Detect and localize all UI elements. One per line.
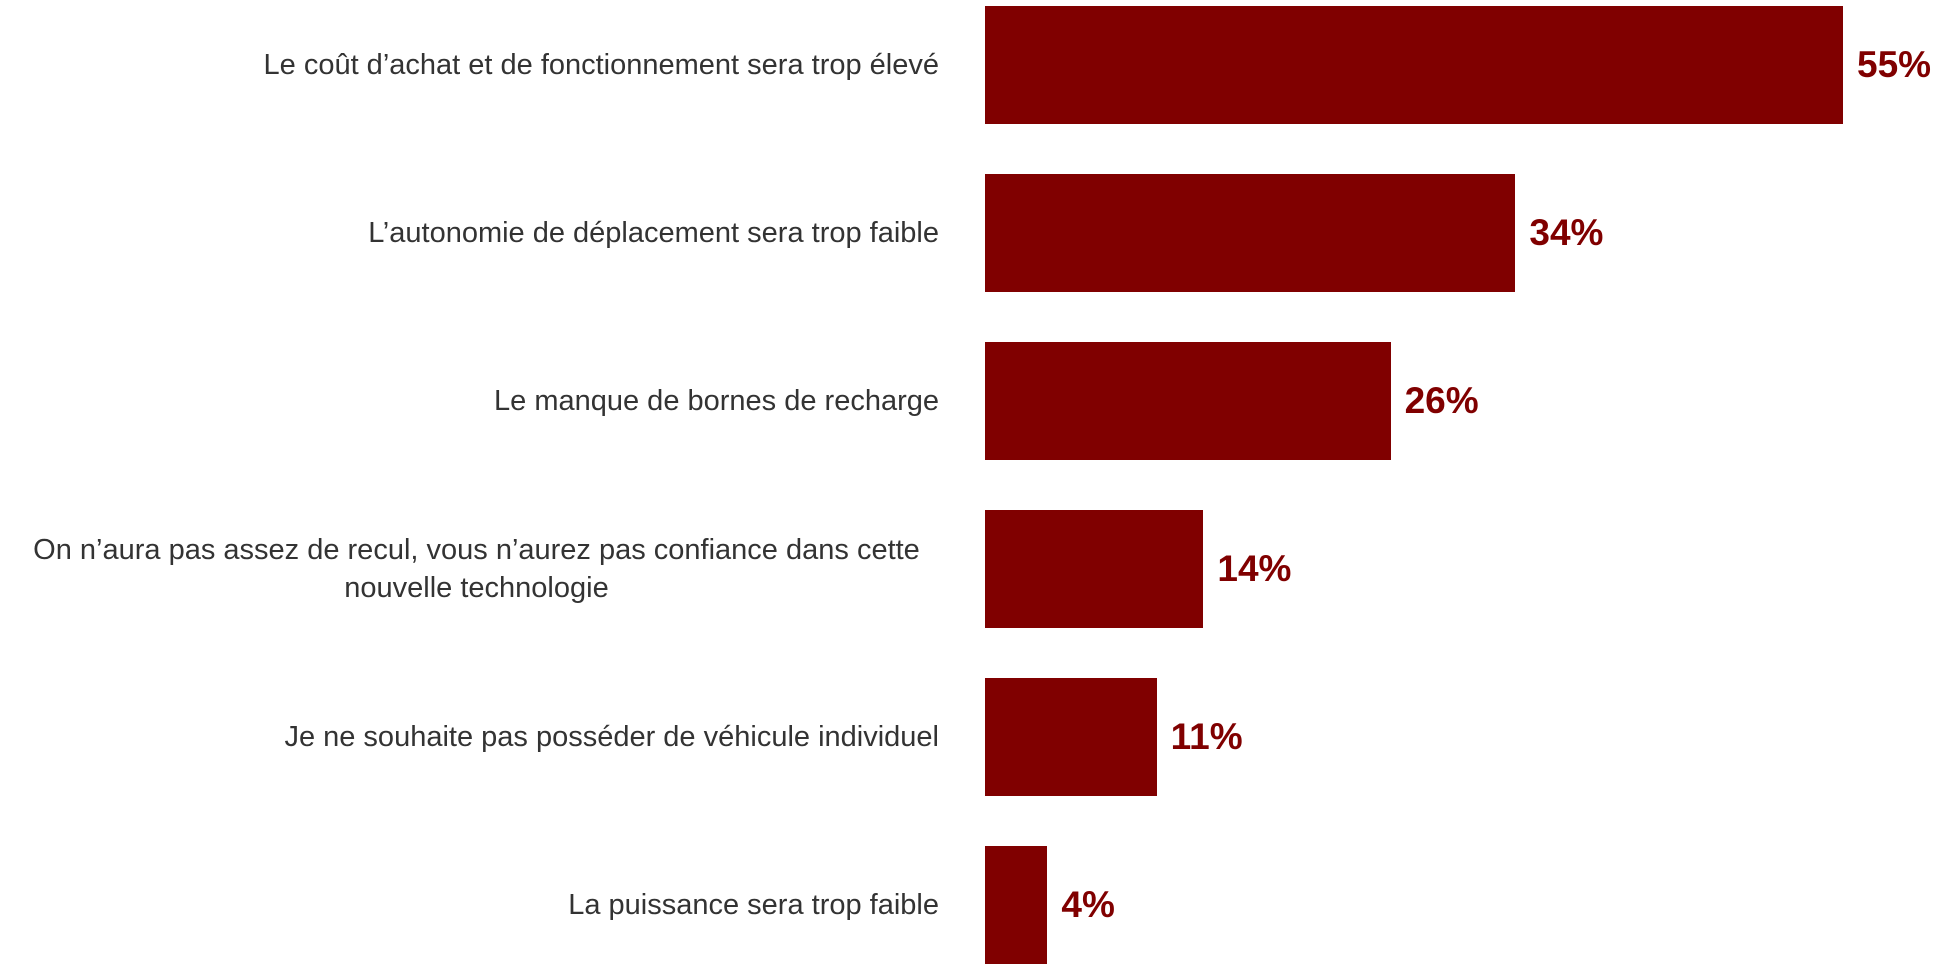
category-label: Le coût d’achat et de fonctionnement ser… — [263, 49, 940, 81]
bar — [985, 174, 1516, 292]
category-label: L’autonomie de déplacement sera trop fai… — [368, 217, 939, 249]
bar — [985, 678, 1157, 796]
bar — [985, 510, 1204, 628]
value-label: 26% — [1404, 380, 1479, 421]
value-label: 11% — [1170, 716, 1243, 757]
category-label: La puissance sera trop faible — [568, 889, 939, 921]
value-label: 55% — [1857, 44, 1932, 85]
bar — [985, 846, 1048, 964]
bar — [985, 342, 1391, 460]
category-label: Je ne souhaite pas posséder de véhicule … — [284, 721, 939, 753]
value-label: 34% — [1529, 212, 1604, 253]
bar — [985, 6, 1843, 124]
value-label: 4% — [1061, 884, 1115, 925]
category-label: Le manque de bornes de recharge — [494, 385, 939, 417]
value-label: 14% — [1217, 548, 1292, 589]
category-label: On n’aura pas assez de recul, vous n’aur… — [33, 534, 920, 604]
